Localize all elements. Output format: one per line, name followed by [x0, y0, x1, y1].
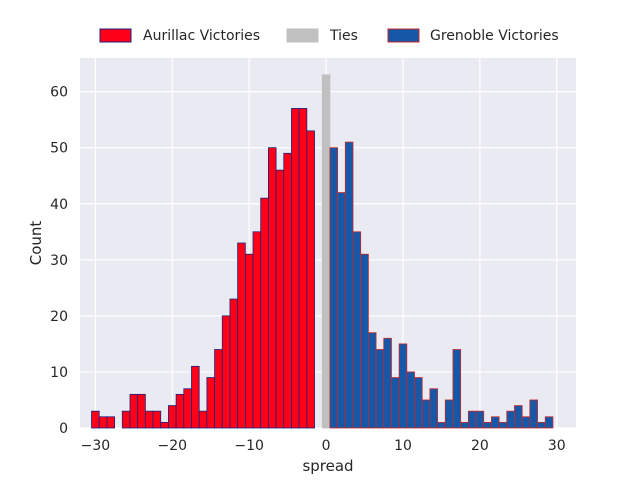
bar-aurillac: [291, 108, 300, 429]
bar-grenoble: [467, 410, 477, 429]
bar-grenoble: [360, 253, 369, 429]
x-tick-label: −30: [81, 438, 111, 454]
bar-aurillac: [198, 410, 208, 429]
y-tick-label: 40: [50, 197, 68, 213]
bar-grenoble: [444, 399, 454, 429]
bar-aurillac: [306, 130, 315, 429]
bar-grenoble: [375, 349, 385, 429]
bar-aurillac: [129, 393, 139, 429]
bar-aurillac: [121, 410, 131, 429]
bar-grenoble: [514, 405, 523, 429]
y-tick-label: 60: [50, 85, 68, 101]
bar-grenoble: [406, 371, 415, 429]
bar-grenoble: [498, 421, 508, 429]
bar-grenoble: [483, 421, 492, 429]
bar-grenoble: [437, 421, 446, 429]
bar-grenoble: [352, 231, 362, 429]
bar-aurillac: [91, 410, 100, 429]
y-tick-label: 0: [59, 421, 68, 437]
bar-grenoble: [452, 349, 462, 429]
bar-grenoble: [429, 388, 438, 429]
bar-grenoble: [529, 399, 538, 429]
legend: Aurillac Victories Ties Grenoble Victori…: [99, 28, 559, 44]
legend-label-grenoble: Grenoble Victories: [430, 28, 559, 44]
legend-swatch-aurillac: [99, 28, 132, 43]
bar-aurillac: [275, 169, 285, 429]
bar-grenoble: [391, 377, 400, 429]
bar-aurillac: [214, 349, 223, 429]
bar-aurillac: [106, 416, 116, 429]
bar-aurillac: [283, 152, 292, 429]
bar-aurillac: [260, 197, 269, 429]
bar-grenoble: [367, 332, 377, 429]
bar-aurillac: [168, 405, 177, 429]
legend-swatch-ties: [286, 28, 319, 43]
y-tick-label: 50: [50, 141, 68, 157]
y-tick-label: 20: [50, 309, 68, 325]
bar-aurillac: [244, 253, 254, 429]
legend-label-ties: Ties: [329, 28, 358, 44]
bar-grenoble: [421, 399, 431, 429]
bars-layer: [91, 74, 554, 429]
bar-aurillac: [160, 421, 169, 429]
legend-swatch-grenoble: [387, 28, 420, 43]
bar-grenoble: [475, 410, 485, 429]
y-axis-label: Count: [27, 221, 45, 266]
x-tick-labels: −30 −20 −10 0 10 20 30: [81, 438, 566, 454]
bar-grenoble: [544, 416, 554, 429]
x-tick-label: 30: [548, 438, 566, 454]
x-tick-label: −20: [158, 438, 188, 454]
bar-grenoble: [329, 147, 339, 429]
bar-grenoble: [398, 343, 408, 429]
y-tick-labels: 0 10 20 30 40 50 60: [50, 85, 68, 437]
x-tick-label: 10: [394, 438, 412, 454]
legend-label-aurillac: Aurillac Victories: [143, 28, 260, 44]
bar-grenoble: [506, 410, 515, 429]
bar-grenoble: [337, 192, 346, 429]
bar-aurillac: [268, 147, 277, 429]
bar-aurillac: [237, 242, 246, 429]
bar-aurillac: [183, 388, 192, 429]
x-tick-label: 20: [471, 438, 489, 454]
bar-aurillac: [229, 298, 239, 429]
bar-aurillac: [252, 231, 262, 429]
bar-aurillac: [175, 393, 185, 429]
bar-grenoble: [414, 377, 423, 429]
bar-ties: [321, 74, 331, 429]
bar-grenoble: [521, 416, 531, 429]
x-tick-label: 0: [322, 438, 331, 454]
bar-aurillac: [221, 315, 231, 429]
bar-grenoble: [383, 337, 392, 429]
bar-aurillac: [152, 410, 162, 429]
bar-grenoble: [344, 141, 354, 429]
bar-grenoble: [491, 416, 500, 429]
bar-aurillac: [144, 410, 154, 429]
x-tick-label: −10: [234, 438, 264, 454]
y-tick-label: 10: [50, 365, 68, 381]
bar-grenoble: [460, 421, 469, 429]
y-tick-label: 30: [50, 253, 68, 269]
bar-grenoble: [537, 421, 546, 429]
x-axis-label: spread: [302, 457, 353, 475]
bar-aurillac: [137, 393, 146, 429]
bar-aurillac: [98, 416, 108, 429]
bar-aurillac: [206, 377, 215, 429]
bar-aurillac: [191, 365, 200, 429]
bar-aurillac: [298, 108, 308, 429]
